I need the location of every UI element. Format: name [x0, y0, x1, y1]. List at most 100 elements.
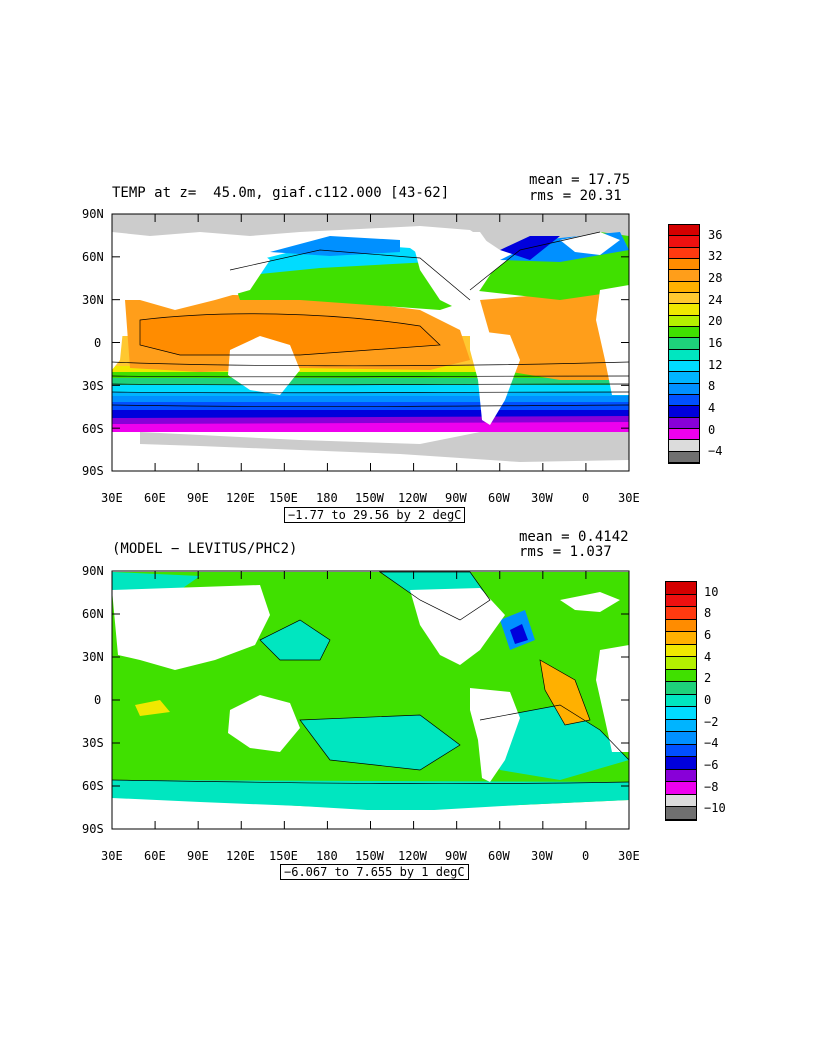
lon-label: 0	[582, 491, 590, 505]
colorbar-label: −2	[704, 714, 719, 729]
lat-label: 60S	[82, 779, 104, 793]
lon-label: 150W	[355, 849, 384, 863]
colorbar	[668, 224, 700, 464]
axis-ticks	[111, 213, 630, 472]
lon-label: 30E	[618, 849, 640, 863]
colorbar-swatch	[666, 794, 696, 808]
colorbar-label: 16	[708, 336, 723, 350]
lat-label: 90S	[82, 822, 104, 836]
colorbar-label: 4	[708, 400, 716, 415]
lat-label: 30S	[82, 736, 104, 750]
colorbar-swatch	[669, 327, 699, 339]
colorbar-swatch	[669, 225, 699, 237]
colorbar-swatch	[666, 782, 696, 795]
lon-label: 60W	[488, 491, 510, 505]
lon-label: 0	[582, 849, 590, 863]
colorbar-swatch	[666, 719, 696, 733]
lat-label: 30N	[82, 650, 104, 664]
colorbar-swatch	[669, 304, 699, 316]
contour-range-label: −6.067 to 7.655 by 1 degC	[280, 864, 469, 880]
lat-label: 90N	[82, 207, 104, 221]
colorbar-label: −4	[704, 736, 719, 751]
lon-label: 180	[316, 849, 338, 863]
lon-label: 30E	[101, 849, 123, 863]
colorbar-swatch	[666, 582, 696, 595]
colorbar-swatch	[669, 406, 699, 418]
colorbar-swatch	[669, 270, 699, 282]
colorbar-label: 0	[708, 422, 716, 437]
lon-label: 90E	[187, 849, 209, 863]
colorbar-swatch	[669, 417, 699, 429]
lon-label: 120E	[226, 491, 255, 505]
rms-value: rms = 1.037	[519, 544, 612, 560]
colorbar-label: 0	[704, 693, 712, 707]
colorbar-label: 28	[708, 271, 723, 286]
temperature-bands	[112, 232, 629, 432]
colorbar-label: −8	[704, 779, 719, 794]
colorbar-label: 8	[708, 379, 716, 394]
colorbar-swatch	[669, 361, 699, 373]
colorbar-swatch	[669, 247, 699, 259]
lon-label: 30E	[618, 491, 640, 505]
colorbar-label: 12	[708, 357, 723, 372]
panel-title: TEMP at z= 45.0m, giaf.c112.000 [43-62]	[112, 185, 450, 201]
colorbar-swatch	[669, 451, 699, 463]
lat-label: 0	[94, 693, 102, 707]
colorbar-swatch	[666, 607, 696, 620]
colorbar-label: 32	[708, 249, 723, 264]
colorbar-swatch	[669, 293, 699, 305]
lon-label: 180	[316, 491, 338, 505]
colorbar-swatch	[669, 395, 699, 407]
colorbar-swatch	[666, 807, 696, 820]
lon-label: 90W	[445, 849, 467, 863]
contour-range-label: −1.77 to 29.56 by 2 degC	[284, 507, 466, 523]
lat-label: 60N	[82, 607, 104, 621]
colorbar-swatch	[669, 349, 699, 361]
colorbar-swatch	[666, 619, 696, 633]
lat-label: 60S	[82, 422, 104, 436]
colorbar-swatch	[666, 744, 696, 758]
colorbar-label: 2	[704, 671, 712, 686]
colorbar-label: 20	[708, 314, 723, 329]
colorbar	[665, 581, 697, 821]
lon-label: 60E	[144, 849, 166, 863]
lon-label: 60E	[144, 491, 166, 505]
colorbar-swatch	[666, 732, 696, 745]
lat-label: 90S	[82, 464, 104, 478]
lat-label: 0	[94, 336, 102, 350]
colorbar-swatch	[666, 707, 696, 720]
lat-label: 90N	[82, 564, 104, 578]
colorbar-label: −6	[704, 757, 719, 772]
colorbar-swatch	[666, 632, 696, 645]
colorbar-swatch	[669, 259, 699, 271]
difference-fields	[112, 572, 629, 812]
lon-label: 150W	[355, 491, 384, 505]
colorbar-swatch	[666, 682, 696, 695]
lat-label: 30S	[82, 379, 104, 393]
colorbar-label: −4	[708, 444, 723, 459]
colorbar-label: 8	[704, 606, 712, 621]
colorbar-swatch	[669, 281, 699, 293]
colorbar-label: 4	[704, 649, 712, 664]
colorbar-swatch	[669, 372, 699, 384]
colorbar-swatch	[666, 657, 696, 670]
colorbar-label: −10	[704, 801, 726, 816]
lon-label: 120W	[398, 491, 427, 505]
colorbar-swatch	[669, 315, 699, 327]
colorbar-label: 24	[708, 292, 723, 307]
lon-label: 30E	[101, 491, 123, 505]
contour-lines	[112, 231, 629, 407]
mean-value: mean = 17.75	[529, 172, 631, 188]
colorbar-swatch	[669, 236, 699, 248]
colorbar-swatch	[666, 769, 696, 783]
mean-value: mean = 0.4142	[519, 529, 629, 545]
colorbar-swatch	[669, 429, 699, 441]
colorbar-swatch	[669, 338, 699, 350]
continents	[112, 232, 629, 425]
lon-label: 120W	[398, 849, 427, 863]
colorbar-swatch	[666, 669, 696, 683]
rms-value: rms = 20.31	[529, 188, 622, 204]
lon-label: 30W	[531, 849, 553, 863]
lon-label: 60W	[488, 849, 510, 863]
